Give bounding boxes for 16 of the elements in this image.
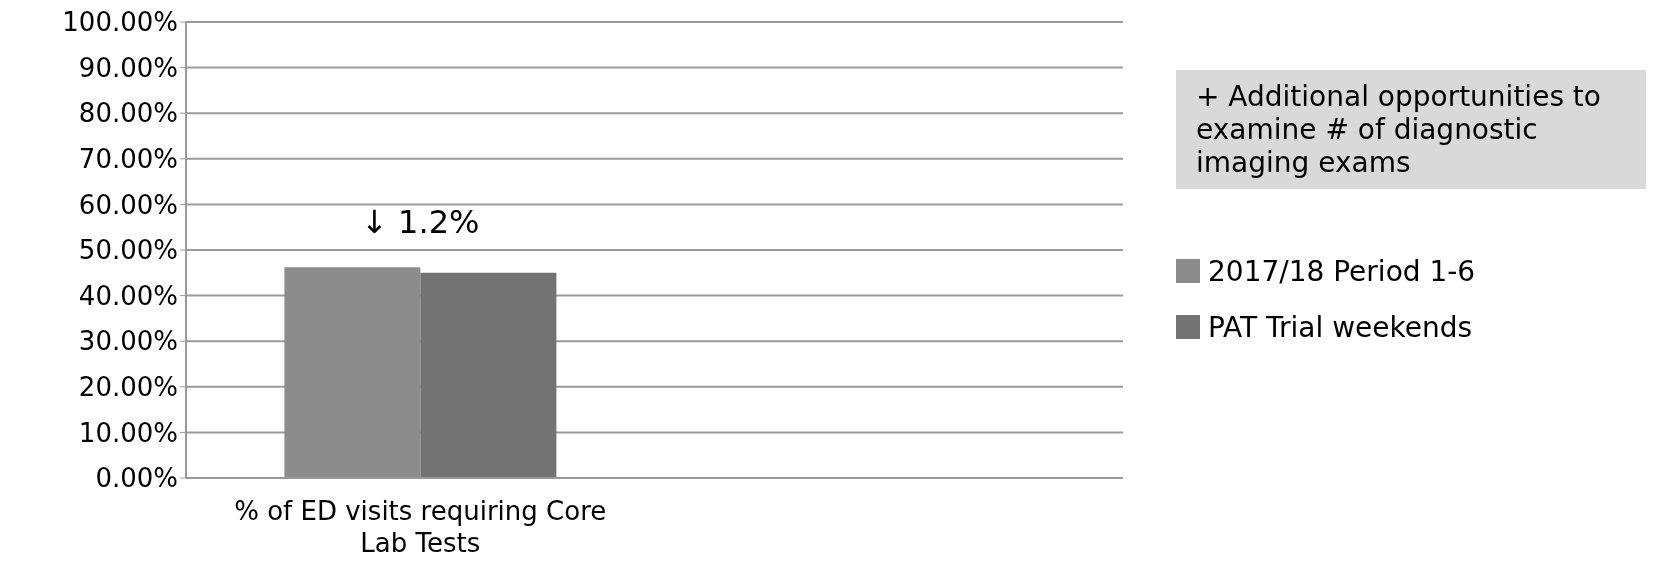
y-tick-label: 90.00% bbox=[78, 52, 178, 83]
y-tick-label: 10.00% bbox=[78, 417, 178, 448]
legend-label: PAT Trial weekends bbox=[1208, 310, 1473, 344]
annotation: ↓ 1.2% bbox=[360, 203, 481, 241]
y-tick-label: 80.00% bbox=[78, 98, 178, 129]
y-tick-label: 70.00% bbox=[78, 144, 178, 175]
y-tick-label: 0.00% bbox=[95, 463, 178, 494]
text: + Additional opportunities to examine # of diagnostic imaging exams bbox=[1176, 70, 1646, 189]
y-tick-label: 60.00% bbox=[78, 189, 178, 220]
y-tick-label: 20.00% bbox=[78, 372, 178, 403]
y-tick-label: 50.00% bbox=[78, 235, 178, 266]
y-tick-label: 40.00% bbox=[78, 280, 178, 311]
y-tick-label: 30.00% bbox=[78, 326, 178, 357]
legend-label: 2017/18 Period 1-6 bbox=[1208, 254, 1476, 288]
x-tick-label: % of ED visits requiring Core Lab Tests bbox=[234, 496, 607, 558]
y-tick-label: 100.00% bbox=[62, 7, 178, 38]
